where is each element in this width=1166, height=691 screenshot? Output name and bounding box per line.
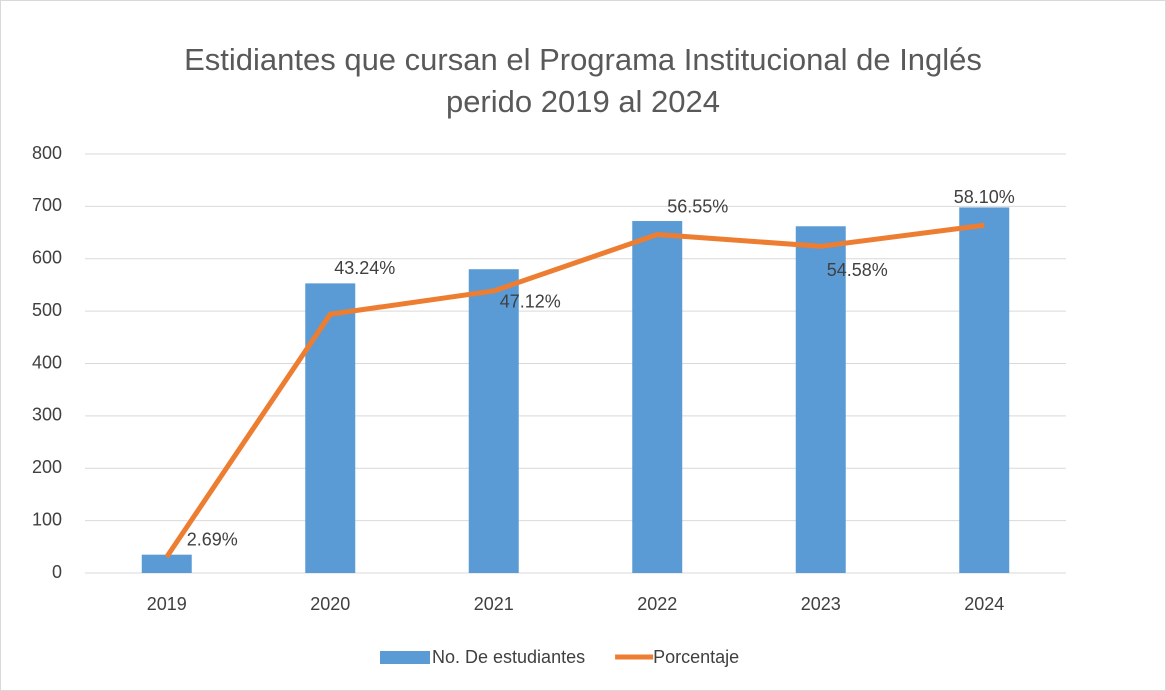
bar	[468, 269, 519, 573]
x-tick-label: 2024	[964, 594, 1004, 614]
data-label: 54.58%	[827, 260, 888, 280]
y-tick-label: 300	[32, 405, 62, 425]
y-tick-label: 600	[32, 248, 62, 268]
legend-label: Porcentaje	[653, 647, 739, 667]
data-label: 58.10%	[954, 187, 1015, 207]
chart-title: Estidiantes que cursan el Programa Insti…	[184, 42, 982, 77]
y-tick-label: 200	[32, 457, 62, 477]
x-tick-label: 2020	[310, 594, 350, 614]
data-label: 43.24%	[334, 258, 395, 278]
chart-title: perido 2019 al 2024	[446, 84, 720, 119]
y-tick-label: 0	[52, 562, 62, 582]
data-label: 2.69%	[187, 530, 238, 550]
legend-label: No. De estudiantes	[432, 647, 585, 667]
data-label: 56.55%	[667, 196, 728, 216]
legend-swatch	[380, 651, 430, 664]
bar	[632, 221, 683, 574]
bar	[305, 283, 356, 573]
y-tick-label: 500	[32, 300, 62, 320]
line	[164, 222, 985, 559]
x-tick-label: 2019	[147, 594, 187, 614]
bar	[959, 207, 1010, 574]
y-tick-label: 700	[32, 195, 62, 215]
data-label: 47.12%	[500, 292, 561, 312]
x-tick-label: 2022	[637, 594, 677, 614]
x-tick-label: 2023	[801, 594, 841, 614]
y-tick-label: 800	[32, 143, 62, 163]
bar	[795, 226, 846, 573]
y-tick-label: 400	[32, 352, 62, 372]
bar	[141, 554, 192, 573]
y-tick-label: 100	[32, 509, 62, 529]
x-tick-label: 2021	[474, 594, 514, 614]
